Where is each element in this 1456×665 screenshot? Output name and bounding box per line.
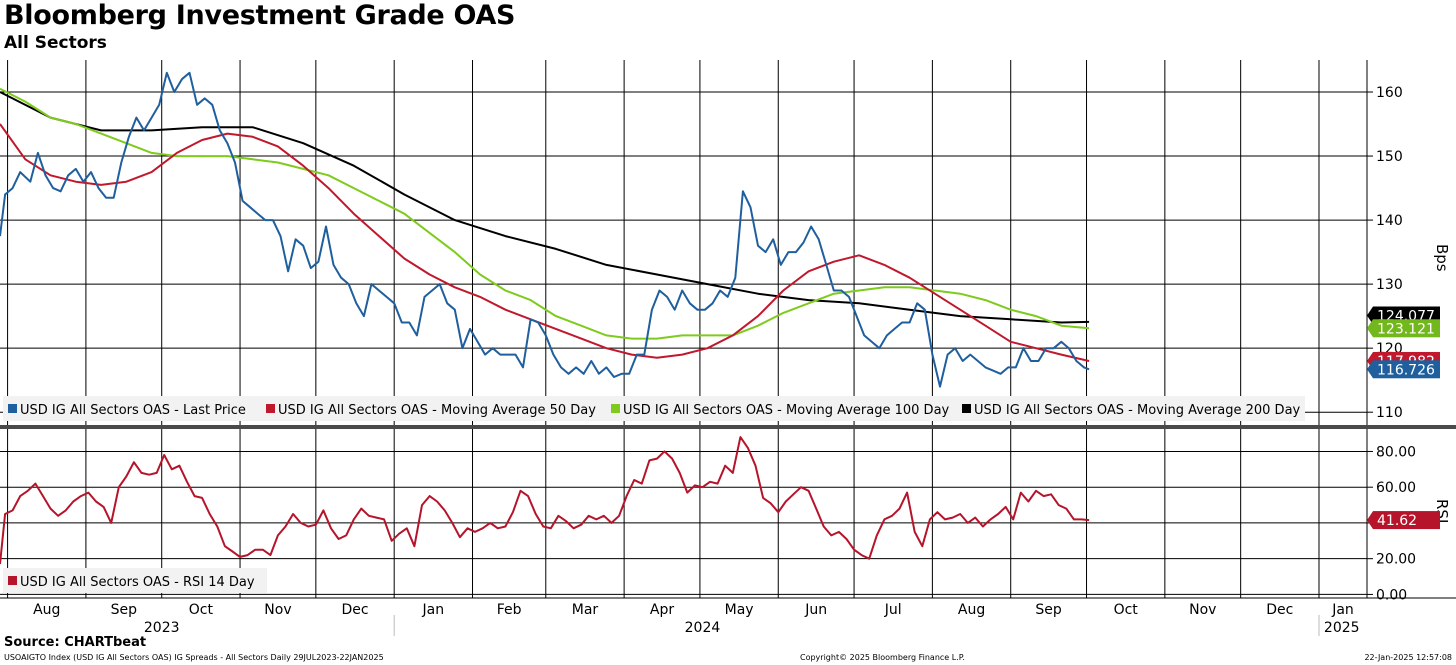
x-tick-label-month: Apr bbox=[650, 602, 674, 618]
series-line-ma200 bbox=[0, 91, 1090, 324]
y-tick-label: 150 bbox=[1376, 149, 1403, 165]
x-tick-label-month: Feb bbox=[497, 602, 522, 618]
legend-box bbox=[3, 396, 1305, 421]
x-tick-label-month: Oct bbox=[189, 602, 214, 618]
x-tick-label-month: Sep bbox=[1035, 602, 1062, 618]
legend-swatch bbox=[962, 404, 971, 413]
chart-subtitle: All Sectors bbox=[4, 33, 107, 53]
rsi-tick-label: 0.00 bbox=[1376, 587, 1407, 603]
last-value-tag-ma200-arrow bbox=[1367, 306, 1373, 325]
last-value-tag-last-price: 116.726 bbox=[1377, 362, 1435, 378]
x-tick-label-month: Oct bbox=[1114, 602, 1139, 618]
y-tick-label: 160 bbox=[1376, 85, 1403, 101]
series-line-last-price bbox=[0, 71, 1090, 388]
y-tick-label: 140 bbox=[1376, 213, 1403, 229]
x-tick-label-month: Sep bbox=[111, 602, 138, 618]
legend-label: USD IG All Sectors OAS - Moving Average … bbox=[623, 403, 950, 418]
y-axis-label: Bps bbox=[1433, 244, 1451, 272]
footer-timestamp: 22-Jan-2025 12:57:08 bbox=[1364, 653, 1452, 662]
rsi-tick-label: 80.00 bbox=[1376, 444, 1416, 460]
x-tick-label-year: 2024 bbox=[685, 620, 721, 636]
last-value-tag-rsi-arrow bbox=[1367, 511, 1373, 530]
y-tick-label: 110 bbox=[1376, 405, 1403, 421]
last-value-tag-ma100-bg bbox=[1373, 319, 1440, 338]
legend-label: USD IG All Sectors OAS - Last Price bbox=[20, 403, 246, 418]
legend-swatch bbox=[8, 404, 17, 413]
x-tick-label-month: Dec bbox=[341, 602, 368, 618]
legend-label: USD IG All Sectors OAS - Moving Average … bbox=[974, 403, 1301, 418]
legend-label: USD IG All Sectors OAS - Moving Average … bbox=[278, 403, 596, 418]
x-tick-label-month: Aug bbox=[33, 602, 60, 618]
chart-title: Bloomberg Investment Grade OAS bbox=[4, 0, 516, 31]
rsi-tick-label: 60.00 bbox=[1376, 480, 1416, 496]
x-tick-label-month: Jun bbox=[804, 602, 827, 618]
x-tick-label-month: Nov bbox=[264, 602, 291, 618]
last-value-tag-ma100-arrow bbox=[1367, 319, 1373, 338]
rsi-legend-box bbox=[3, 568, 267, 593]
x-tick-label-month: Jan bbox=[1331, 602, 1354, 618]
series-line-ma50 bbox=[0, 123, 1090, 362]
x-tick-label-month: Nov bbox=[1189, 602, 1216, 618]
x-tick-label-month: May bbox=[725, 602, 754, 618]
last-value-tag-last-price-arrow bbox=[1367, 360, 1373, 379]
footer-description: USOAIGTO Index (USD IG All Sectors OAS) … bbox=[4, 653, 384, 662]
legend-swatch bbox=[266, 404, 275, 413]
panel-separator bbox=[0, 425, 1456, 429]
series-line-rsi bbox=[0, 436, 1090, 565]
x-tick-label-month: Jan bbox=[422, 602, 445, 618]
x-tick-label-month: Mar bbox=[572, 602, 599, 618]
x-tick-label-year: 2025 bbox=[1324, 620, 1360, 636]
x-tick-label-month: Dec bbox=[1266, 602, 1293, 618]
last-value-tag-ma100: 123.121 bbox=[1377, 321, 1435, 337]
rsi-legend-swatch bbox=[8, 576, 17, 585]
legend-swatch bbox=[611, 404, 620, 413]
source-label: Source: CHARTbeat bbox=[4, 635, 147, 650]
footer-copyright: Copyright© 2025 Bloomberg Finance L.P. bbox=[800, 653, 965, 662]
rsi-legend-label: USD IG All Sectors OAS - RSI 14 Day bbox=[20, 575, 255, 590]
rsi-tick-label: 20.00 bbox=[1376, 552, 1416, 568]
series-line-ma100 bbox=[0, 87, 1090, 340]
last-value-tag-last-price-bg bbox=[1373, 360, 1440, 379]
x-tick-label-year: 2023 bbox=[144, 620, 180, 636]
last-value-tag-rsi-bg bbox=[1373, 511, 1440, 530]
x-tick-label-month: Jul bbox=[884, 602, 902, 618]
last-value-tag-rsi: 41.62 bbox=[1377, 513, 1417, 529]
y-tick-label: 130 bbox=[1376, 277, 1403, 293]
x-tick-label-month: Aug bbox=[958, 602, 985, 618]
